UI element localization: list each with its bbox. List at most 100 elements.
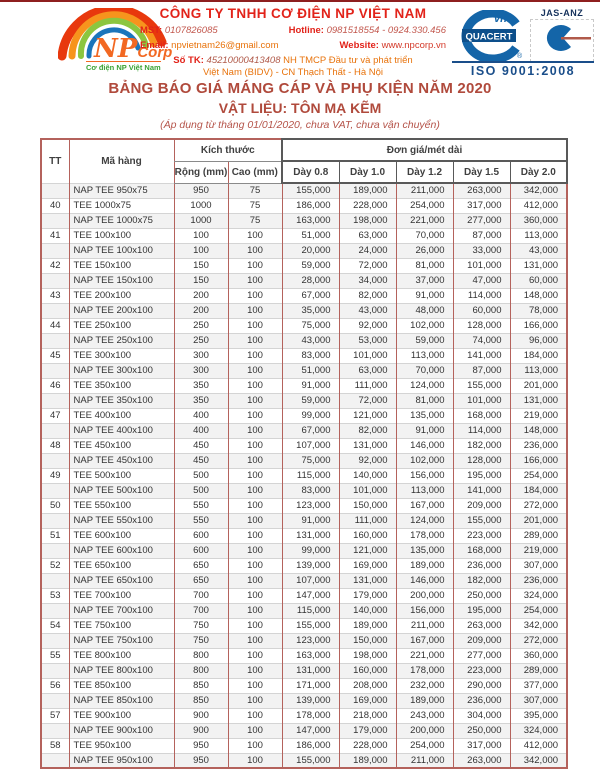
document-header: NPCorp Cơ điện NP Việt Nam CÔNG TY TNHH … bbox=[0, 2, 600, 78]
cell-day-12: 26,000 bbox=[395, 242, 453, 258]
table-row: 50 TEE 550x100 550 100 123,000 150,000 167,000… bbox=[40, 497, 568, 513]
cell-rong: 750 bbox=[173, 632, 228, 648]
mst-label: MST: bbox=[140, 25, 163, 36]
cell-day-12: 167,000 bbox=[395, 497, 453, 513]
cell-tt: 48 bbox=[40, 437, 69, 453]
logo-corp-text: Corp bbox=[137, 44, 173, 61]
table-row: 58 TEE 950x100 950 100 186,000 228,000 254,000… bbox=[40, 737, 568, 753]
cell-tt bbox=[40, 242, 69, 258]
document-titles: BẢNG BÁO GIÁ MÁNG CÁP VÀ PHỤ KIỆN NĂM 20… bbox=[0, 80, 600, 131]
cell-ma-hang: NAP TEE 300x100 bbox=[68, 362, 174, 378]
cell-day-20: 254,000 bbox=[509, 467, 568, 483]
cell-rong: 650 bbox=[173, 572, 228, 588]
quacert-vn-text: vn bbox=[494, 13, 507, 25]
cell-tt bbox=[40, 662, 69, 678]
table-row: NAP TEE 500x100 500 100 83,000 101,000 113,00… bbox=[40, 482, 568, 498]
cell-day-08: 83,000 bbox=[281, 482, 339, 498]
cell-day-12: 59,000 bbox=[395, 332, 453, 348]
cell-cao: 100 bbox=[227, 527, 282, 543]
rainbow-arc-icon bbox=[57, 4, 167, 61]
cell-tt bbox=[40, 512, 69, 528]
cell-day-08: 186,000 bbox=[281, 197, 339, 213]
bank-text-1: NH TMCP Đầu tư và phát triển bbox=[283, 55, 413, 66]
cell-ma-hang: NAP TEE 1000x75 bbox=[68, 212, 174, 228]
website-value: www.npcorp.vn bbox=[381, 40, 446, 51]
bank-account: Số TK: 45210000413408 NH TMCP Đầu tư và … bbox=[132, 55, 454, 79]
cell-cao: 100 bbox=[227, 422, 282, 438]
cell-day-15: 114,000 bbox=[452, 422, 510, 438]
cell-day-15: 317,000 bbox=[452, 737, 510, 753]
cell-day-20: 78,000 bbox=[509, 302, 568, 318]
cell-day-12: 124,000 bbox=[395, 377, 453, 393]
cell-tt bbox=[40, 422, 69, 438]
cell-tt: 55 bbox=[40, 647, 69, 663]
cell-day-10: 101,000 bbox=[338, 347, 396, 363]
cell-day-15: 128,000 bbox=[452, 452, 510, 468]
table-header: TT Mã hàng Kích thước Đơn giá/mét dài Rộ… bbox=[40, 138, 569, 184]
cell-day-12: 221,000 bbox=[395, 647, 453, 663]
cell-rong: 900 bbox=[173, 707, 228, 723]
cell-day-20: 395,000 bbox=[509, 707, 568, 723]
table-row: 56 TEE 850x100 850 100 171,000 208,000 232,000… bbox=[40, 677, 568, 693]
cell-tt: 44 bbox=[40, 317, 69, 333]
cell-day-15: 141,000 bbox=[452, 482, 510, 498]
cell-day-10: 131,000 bbox=[338, 572, 396, 588]
cell-day-15: 74,000 bbox=[452, 332, 510, 348]
cell-cao: 100 bbox=[227, 542, 282, 558]
info-row-2: Email: npvietnam26@gmail.com Website: ww… bbox=[132, 40, 454, 51]
cell-ma-hang: NAP TEE 650x100 bbox=[68, 572, 174, 588]
cell-day-20: 236,000 bbox=[509, 437, 568, 453]
cell-day-20: 324,000 bbox=[509, 722, 568, 738]
cell-day-20: 272,000 bbox=[509, 497, 568, 513]
table-row: NAP TEE 200x100 200 100 35,000 43,000 48,000 6… bbox=[40, 302, 568, 318]
cell-rong: 800 bbox=[173, 662, 228, 678]
cell-tt: 56 bbox=[40, 677, 69, 693]
table-row: NAP TEE 350x100 350 100 59,000 72,000 81,000 1… bbox=[40, 392, 568, 408]
cell-rong: 450 bbox=[173, 437, 228, 453]
cell-day-08: 75,000 bbox=[281, 317, 339, 333]
cell-day-10: 72,000 bbox=[338, 257, 396, 273]
logo-np-text: NP bbox=[94, 34, 138, 64]
header-row-1: TT Mã hàng Kích thước Đơn giá/mét dài bbox=[40, 138, 569, 183]
cell-day-10: 82,000 bbox=[338, 422, 396, 438]
cell-day-10: 189,000 bbox=[338, 182, 396, 198]
hotline-value: 0981518554 - 0924.330.456 bbox=[326, 25, 446, 36]
cell-tt: 58 bbox=[40, 737, 69, 753]
material-subtitle: VẬT LIỆU: TÔN MẠ KẼM bbox=[218, 100, 382, 116]
header-row-2: Rộng (mm) Cao (mm) Dày 0.8 Dày 1.0 Dày 1… bbox=[41, 161, 569, 184]
cell-ma-hang: TEE 800x100 bbox=[68, 647, 174, 663]
email-label: Email: bbox=[140, 40, 169, 51]
hotline: Hotline: 0981518554 - 0924.330.456 bbox=[289, 25, 446, 36]
jas-anz-logo: JAS-ANZ bbox=[530, 8, 594, 62]
cell-day-10: 82,000 bbox=[338, 287, 396, 303]
validity-note: (Áp dụng từ tháng 01/01/2020, chưa VAT, … bbox=[160, 119, 440, 131]
cell-rong: 100 bbox=[173, 242, 228, 258]
cell-rong: 950 bbox=[173, 182, 228, 198]
table-row: NAP TEE 150x100 150 100 28,000 34,000 37,000 4… bbox=[40, 272, 568, 288]
quacert-r-mark: ® bbox=[517, 52, 523, 60]
cell-day-15: 304,000 bbox=[452, 707, 510, 723]
cell-cao: 100 bbox=[227, 347, 282, 363]
cell-day-15: 277,000 bbox=[452, 647, 510, 663]
table-row: 44 TEE 250x100 250 100 75,000 92,000 102,000 12… bbox=[40, 317, 568, 333]
cell-tt bbox=[40, 692, 69, 708]
cell-day-15: 155,000 bbox=[452, 512, 510, 528]
cell-day-15: 209,000 bbox=[452, 497, 510, 513]
cell-cao: 100 bbox=[227, 467, 282, 483]
cell-day-20: 131,000 bbox=[509, 392, 568, 408]
table-row: NAP TEE 900x100 900 100 147,000 179,000 200,0… bbox=[40, 722, 568, 738]
email: Email: npvietnam26@gmail.com bbox=[140, 40, 279, 51]
cell-day-20: 342,000 bbox=[509, 752, 568, 768]
cell-day-08: 83,000 bbox=[281, 347, 339, 363]
cell-day-20: 184,000 bbox=[509, 347, 568, 363]
col-group-don-gia: Đơn giá/mét dài bbox=[280, 138, 569, 162]
cell-ma-hang: NAP TEE 450x100 bbox=[68, 452, 174, 468]
cell-rong: 300 bbox=[173, 347, 228, 363]
cell-day-15: 223,000 bbox=[452, 662, 510, 678]
cell-day-20: 166,000 bbox=[509, 452, 568, 468]
cell-cao: 100 bbox=[227, 332, 282, 348]
cell-ma-hang: NAP TEE 250x100 bbox=[68, 332, 174, 348]
cell-day-08: 155,000 bbox=[281, 752, 339, 768]
cell-day-12: 37,000 bbox=[395, 272, 453, 288]
